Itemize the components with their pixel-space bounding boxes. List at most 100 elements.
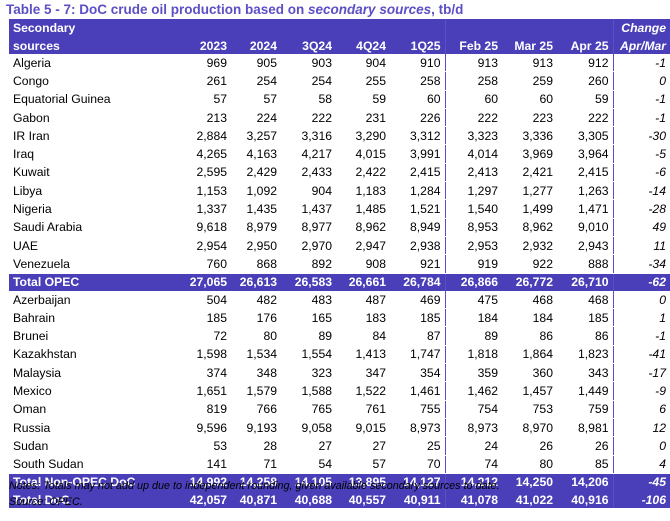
- value-cell: 2,947: [336, 236, 390, 256]
- value-cell: 1,263: [557, 181, 613, 201]
- change-cell: 0: [612, 436, 670, 456]
- header-secondary-label: Secondary: [9, 19, 177, 37]
- value-cell: 919: [444, 254, 502, 274]
- value-cell: 2,421: [502, 163, 557, 183]
- value-cell: 14,127: [390, 473, 445, 492]
- value-cell: 3,257: [231, 126, 281, 146]
- value-cell: 359: [444, 363, 502, 383]
- country-name: Venezuela: [9, 254, 177, 274]
- table-row: Brunei 72 80 89 84 87 89 86 86 -1: [9, 326, 670, 346]
- value-cell: 2,954: [177, 236, 231, 256]
- country-name: Bahrain: [9, 308, 177, 328]
- value-cell: 226: [390, 108, 445, 128]
- value-cell: 3,290: [336, 126, 390, 146]
- value-cell: 222: [557, 108, 613, 128]
- value-cell: 8,953: [444, 218, 502, 237]
- value-cell: 185: [557, 308, 613, 328]
- change-cell: -41: [612, 345, 670, 365]
- table-row: Kuwait 2,595 2,429 2,433 2,422 2,415 2,413 2,42…: [9, 163, 670, 183]
- value-cell: 41,078: [444, 491, 502, 509]
- value-cell: 60: [390, 90, 445, 109]
- value-cell: 921: [390, 254, 445, 274]
- value-cell: 86: [502, 326, 557, 346]
- table-row: Bahrain 185 176 165 183 185 184 184 185 1: [9, 308, 670, 328]
- value-cell: 888: [557, 254, 613, 274]
- value-cell: 185: [390, 308, 445, 328]
- value-cell: 913: [502, 54, 557, 73]
- value-cell: 2,595: [177, 163, 231, 183]
- change-cell: -1: [612, 326, 670, 346]
- change-cell: 1: [612, 308, 670, 328]
- value-cell: 1,823: [557, 345, 613, 365]
- table-row: Mexico 1,651 1,579 1,588 1,522 1,461 1,462 1,45…: [9, 381, 670, 401]
- value-cell: 969: [177, 54, 231, 73]
- value-cell: 14,250: [502, 473, 557, 492]
- value-cell: 360: [502, 363, 557, 383]
- value-cell: 868: [231, 254, 281, 274]
- value-cell: 374: [177, 363, 231, 383]
- value-cell: 1,521: [390, 199, 445, 219]
- value-cell: 3,969: [502, 144, 557, 164]
- table-row: UAE 2,954 2,950 2,970 2,947 2,938 2,953 2,932 2,…: [9, 236, 670, 256]
- value-cell: 2,413: [444, 163, 502, 183]
- value-cell: 3,991: [390, 144, 445, 164]
- table-row: Saudi Arabia 9,618 8,979 8,977 8,962 8,949 8,9…: [9, 218, 670, 237]
- table-title: Table 5 - 7: DoC crude oil production ba…: [6, 2, 463, 17]
- value-cell: 354: [390, 363, 445, 383]
- value-cell: 89: [281, 326, 336, 346]
- value-cell: 892: [281, 254, 336, 274]
- header-blank-cell: [557, 19, 613, 37]
- value-cell: 60: [444, 90, 502, 109]
- value-cell: 26,710: [557, 273, 613, 291]
- value-cell: 184: [444, 308, 502, 328]
- value-cell: 14,105: [281, 473, 336, 492]
- value-cell: 26,613: [231, 273, 281, 291]
- value-cell: 165: [281, 308, 336, 328]
- value-cell: 59: [557, 90, 613, 109]
- value-cell: 40,557: [336, 491, 390, 509]
- country-name: Saudi Arabia: [9, 218, 177, 237]
- value-cell: 9,618: [177, 218, 231, 237]
- value-cell: 912: [557, 54, 613, 73]
- change-cell: -45: [612, 473, 670, 492]
- value-cell: 26: [557, 436, 613, 456]
- country-name: Mexico: [9, 381, 177, 401]
- value-cell: 482: [231, 290, 281, 310]
- value-cell: 908: [336, 254, 390, 274]
- value-cell: 9,596: [177, 418, 231, 438]
- change-cell: -9: [612, 381, 670, 401]
- value-cell: 27: [281, 436, 336, 456]
- value-cell: 58: [281, 90, 336, 109]
- header-change-period: Apr/Mar: [612, 37, 670, 54]
- value-cell: 8,973: [390, 418, 445, 438]
- change-cell: -28: [612, 199, 670, 219]
- value-cell: 903: [281, 54, 336, 73]
- value-cell: 754: [444, 400, 502, 419]
- value-cell: 2,422: [336, 163, 390, 183]
- value-cell: 348: [231, 363, 281, 383]
- value-cell: 8,962: [336, 218, 390, 237]
- value-cell: 755: [390, 400, 445, 419]
- value-cell: 905: [231, 54, 281, 73]
- table-row: Iraq 4,265 4,163 4,217 4,015 3,991 4,014 3,969 3…: [9, 144, 670, 164]
- value-cell: 1,598: [177, 345, 231, 365]
- value-cell: 14,212: [444, 473, 502, 492]
- title-prefix: Table 5 - 7: DoC crude oil production ba…: [6, 2, 309, 17]
- value-cell: 1,437: [281, 199, 336, 219]
- value-cell: 24: [444, 436, 502, 456]
- value-cell: 27: [336, 436, 390, 456]
- value-cell: 9,193: [231, 418, 281, 438]
- value-cell: 224: [231, 108, 281, 128]
- header-sources-label: sources: [9, 37, 177, 54]
- country-name: Nigeria: [9, 199, 177, 219]
- value-cell: 80: [502, 455, 557, 474]
- country-name: Kazakhstan: [9, 345, 177, 365]
- value-cell: 258: [444, 71, 502, 91]
- value-cell: 468: [502, 290, 557, 310]
- value-cell: 819: [177, 400, 231, 419]
- value-cell: 53: [177, 436, 231, 456]
- column-header: 2024: [231, 37, 281, 54]
- change-cell: 11: [612, 236, 670, 256]
- value-cell: 255: [336, 71, 390, 91]
- value-cell: 2,950: [231, 236, 281, 256]
